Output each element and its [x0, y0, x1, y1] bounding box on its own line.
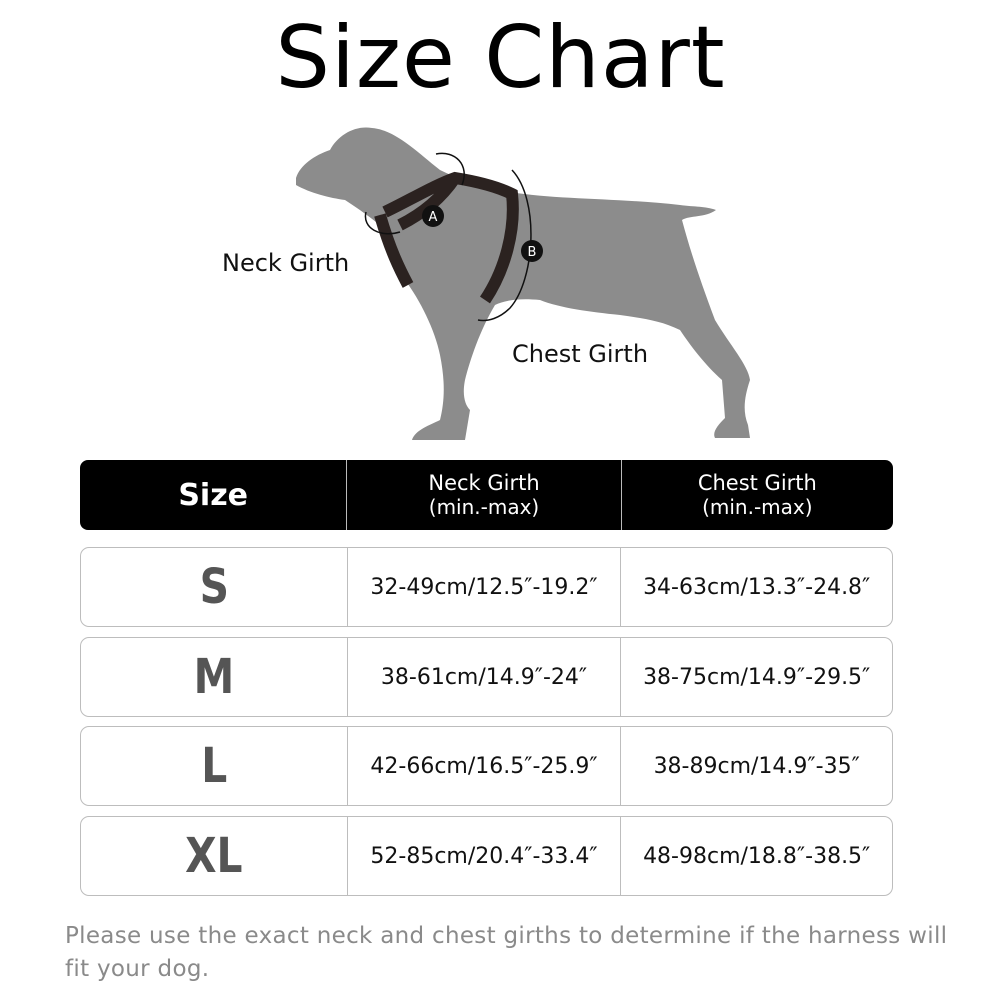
table-row: L 42-66cm/16.5″-25.9″ 38-89cm/14.9″-35″ — [80, 726, 893, 806]
neck-cell: 38-61cm/14.9″-24″ — [348, 638, 622, 716]
size-cell: XL — [185, 828, 243, 884]
size-cell: S — [199, 559, 229, 615]
size-cell: M — [193, 649, 235, 705]
header-neck: Neck Girth — [428, 471, 540, 495]
header-chest: Chest Girth — [697, 471, 817, 495]
chest-cell: 38-89cm/14.9″-35″ — [653, 753, 860, 779]
header-chest-sub: (min.-max) — [702, 495, 813, 519]
fit-note: Please use the exact neck and chest girt… — [65, 923, 948, 982]
neck-cell: 32-49cm/12.5″-19.2″ — [348, 548, 622, 626]
chest-cell: 48-98cm/18.8″-38.5″ — [643, 843, 871, 869]
chest-cell: 38-75cm/14.9″-29.5″ — [643, 664, 871, 690]
header-size: Size — [178, 477, 249, 513]
table-row: M 38-61cm/14.9″-24″ 38-75cm/14.9″-29.5″ — [80, 637, 893, 717]
neck-arrow — [364, 152, 465, 235]
page-title: Size Chart — [275, 8, 726, 108]
marker-b: B — [528, 245, 537, 260]
chest-cell: 34-63cm/13.3″-24.8″ — [643, 574, 871, 600]
table-row: S 32-49cm/12.5″-19.2″ 34-63cm/13.3″-24.8… — [80, 547, 893, 627]
marker-a: A — [429, 210, 438, 225]
neck-cell: 42-66cm/16.5″-25.9″ — [348, 727, 622, 805]
neck-cell: 52-85cm/20.4″-33.4″ — [348, 817, 622, 895]
size-cell: L — [200, 738, 227, 794]
neck-girth-label: Neck Girth — [222, 249, 350, 277]
chest-girth-label: Chest Girth — [512, 340, 649, 368]
table-row: XL 52-85cm/20.4″-33.4″ 48-98cm/18.8″-38.… — [80, 816, 893, 896]
dog-harness-illustration: A B — [296, 127, 750, 440]
header-neck-sub: (min.-max) — [428, 495, 540, 519]
table-header: Size Neck Girth (min.-max) Chest Girth (… — [80, 460, 893, 530]
chest-arrow — [477, 169, 532, 322]
